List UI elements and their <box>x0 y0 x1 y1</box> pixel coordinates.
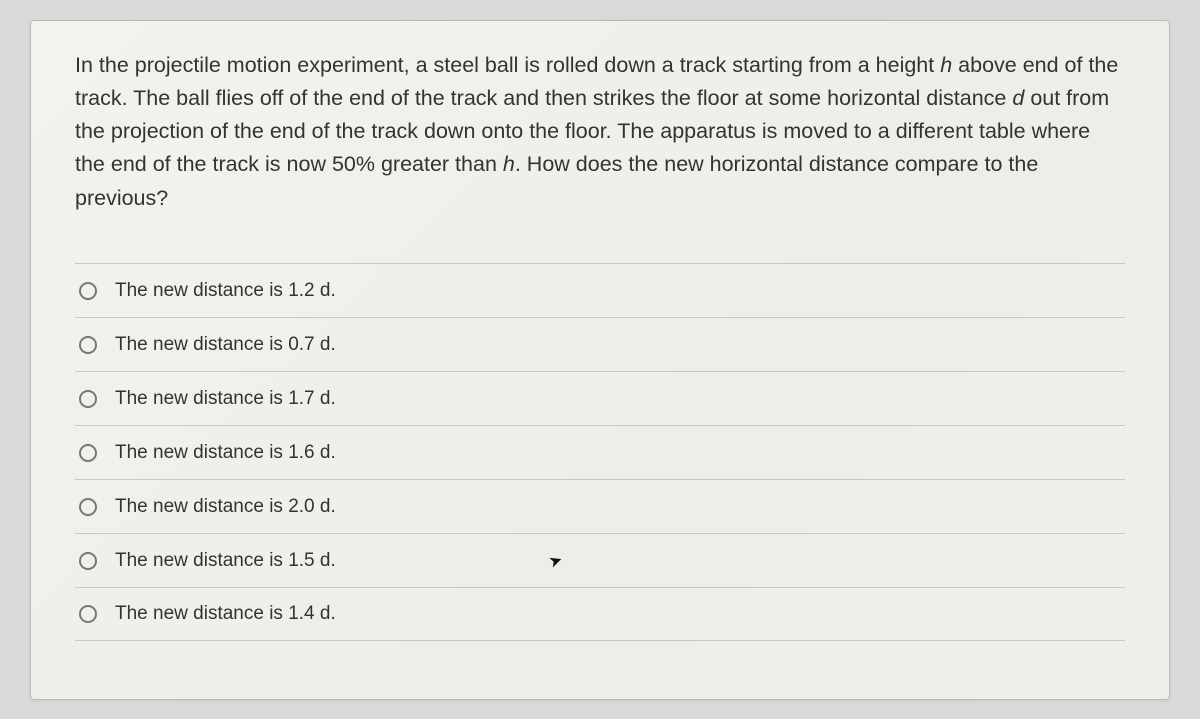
radio-icon[interactable] <box>79 282 97 300</box>
option-label: The new distance is 1.2 d. <box>115 280 336 302</box>
option-row[interactable]: The new distance is 1.5 d. <box>75 533 1125 587</box>
radio-icon[interactable] <box>79 605 97 623</box>
radio-icon[interactable] <box>79 336 97 354</box>
option-label: The new distance is 1.7 d. <box>115 388 336 410</box>
question-stem: In the projectile motion experiment, a s… <box>75 49 1125 216</box>
option-row[interactable]: The new distance is 0.7 d. <box>75 317 1125 371</box>
question-card: In the projectile motion experiment, a s… <box>30 20 1170 700</box>
option-row[interactable]: The new distance is 2.0 d. <box>75 479 1125 533</box>
option-label: The new distance is 0.7 d. <box>115 334 336 356</box>
radio-icon[interactable] <box>79 444 97 462</box>
options-list: The new distance is 1.2 d. The new dista… <box>75 263 1125 641</box>
option-row[interactable]: The new distance is 1.7 d. <box>75 371 1125 425</box>
option-row[interactable]: The new distance is 1.2 d. <box>75 263 1125 317</box>
radio-icon[interactable] <box>79 552 97 570</box>
radio-icon[interactable] <box>79 498 97 516</box>
option-row[interactable]: The new distance is 1.4 d. <box>75 587 1125 641</box>
option-label: The new distance is 1.6 d. <box>115 442 336 464</box>
radio-icon[interactable] <box>79 390 97 408</box>
option-row[interactable]: The new distance is 1.6 d. <box>75 425 1125 479</box>
option-label: The new distance is 1.4 d. <box>115 603 336 625</box>
option-label: The new distance is 2.0 d. <box>115 496 336 518</box>
option-label: The new distance is 1.5 d. <box>115 550 336 572</box>
